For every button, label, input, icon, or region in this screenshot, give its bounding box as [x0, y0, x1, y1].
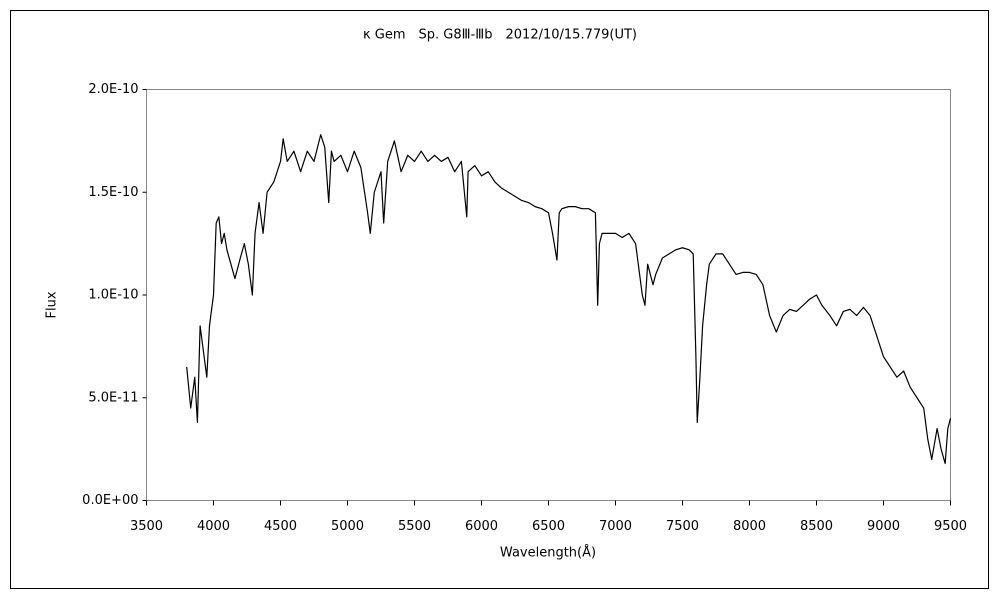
y-tick-label: 1.5E-10 — [88, 185, 138, 200]
x-axis-label: Wavelength(Å) — [500, 545, 596, 561]
chart-title: κ Gem Sp. G8Ⅲ-Ⅲb 2012/10/15.779(UT) — [363, 28, 637, 43]
x-tick-label: 5500 — [398, 519, 431, 534]
x-tick-label: 4500 — [264, 519, 297, 534]
spectrum-line — [186, 134, 952, 465]
plot-frame — [146, 89, 951, 501]
y-tick-label: 1.0E-10 — [88, 288, 138, 303]
x-tick-label: 5000 — [331, 519, 364, 534]
x-tick-label: 8000 — [733, 519, 766, 534]
chart-border — [10, 10, 989, 589]
x-tick-label: 3500 — [130, 519, 163, 534]
x-tick-label: 4000 — [197, 519, 230, 534]
x-tick-label: 7000 — [599, 519, 632, 534]
x-tick-label: 9500 — [934, 519, 967, 534]
x-tick-label: 7500 — [666, 519, 699, 534]
x-tick-label: 8500 — [800, 519, 833, 534]
x-tick-label: 6500 — [532, 519, 565, 534]
y-tick-label: 0.0E+00 — [82, 493, 138, 508]
y-axis-label: Flux — [45, 291, 60, 318]
x-tick-label: 9000 — [867, 519, 900, 534]
y-tick-label: 5.0E-11 — [88, 390, 138, 405]
y-tick-label: 2.0E-10 — [88, 82, 138, 97]
x-tick-label: 6000 — [465, 519, 498, 534]
